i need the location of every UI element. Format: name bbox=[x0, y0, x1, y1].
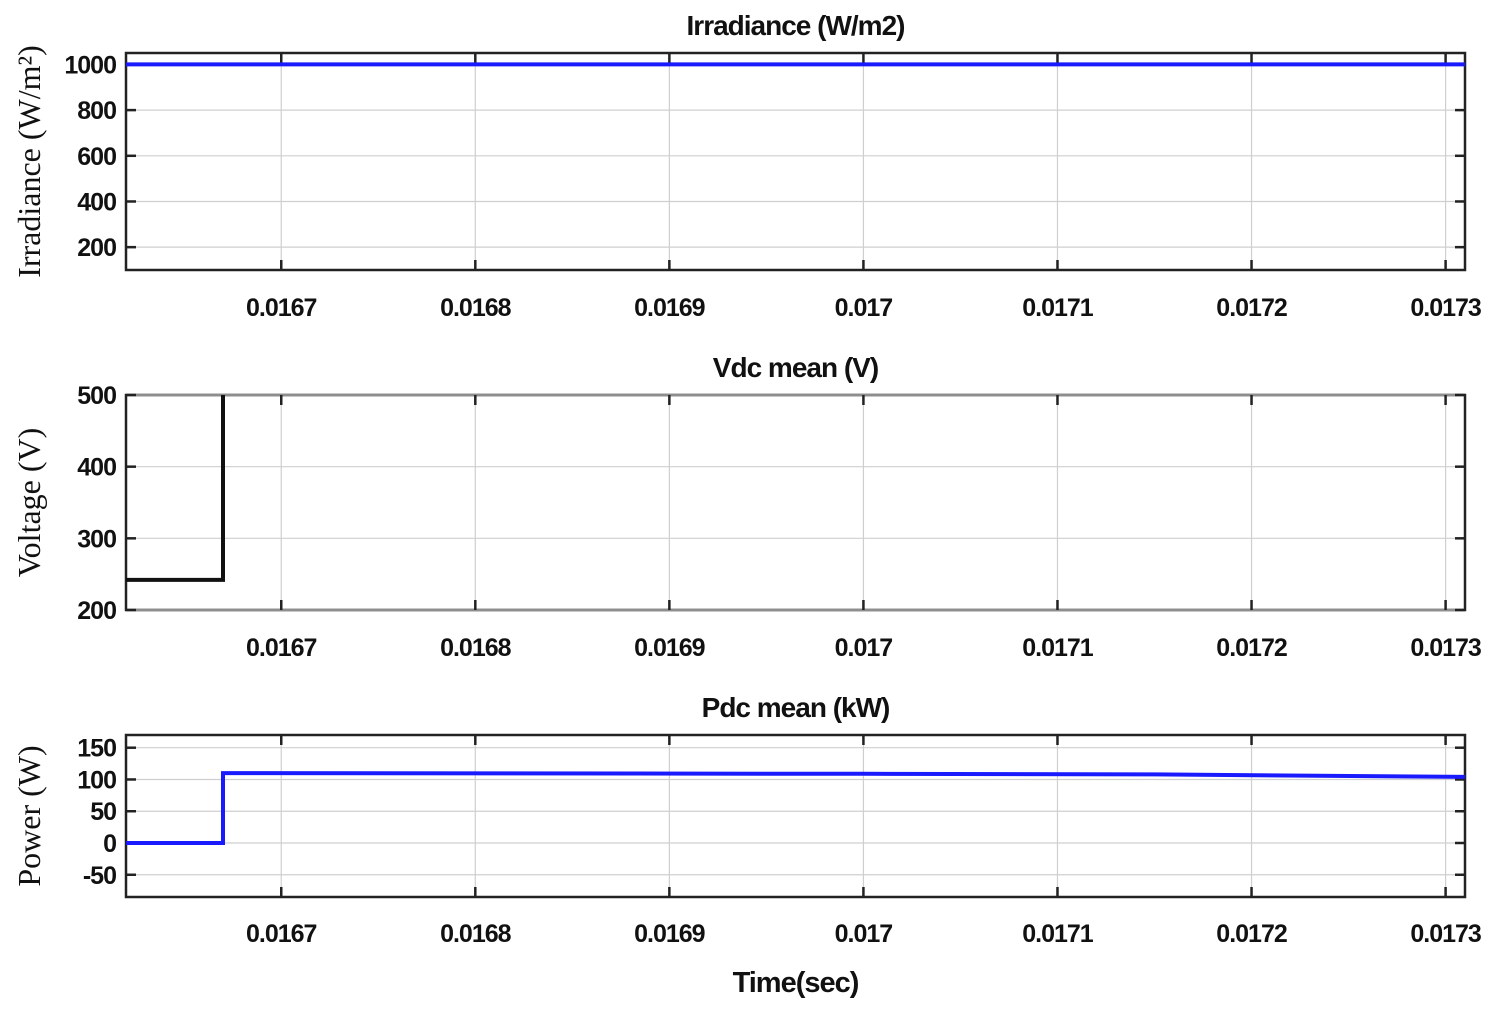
y-tick-label: 500 bbox=[77, 382, 116, 410]
x-tick-label: 0.0172 bbox=[1216, 294, 1287, 322]
y-tick-label: 0 bbox=[103, 830, 116, 858]
x-tick-label: 0.0171 bbox=[1022, 634, 1094, 662]
chart-panel-1: Irradiance (W/m2) 0.0167 0.0168 0.0169 0.017… bbox=[11, 10, 1482, 322]
chart-title: Vdc mean (V) bbox=[713, 352, 878, 383]
y-tick-label: 400 bbox=[77, 188, 116, 216]
chart-title: Irradiance (W/m2) bbox=[687, 10, 905, 41]
x-tick-label: 0.0172 bbox=[1216, 920, 1287, 948]
x-tick-label: 0.0167 bbox=[246, 294, 317, 322]
y-tick-label: 1000 bbox=[64, 51, 116, 79]
x-tick-label: 0.0167 bbox=[246, 634, 317, 662]
y-axis-label: Power (W) bbox=[11, 745, 47, 886]
y-tick-label: 200 bbox=[77, 234, 116, 262]
x-tick-label: 0.0167 bbox=[246, 920, 317, 948]
x-tick-label: 0.0171 bbox=[1022, 294, 1094, 322]
x-tick-label: 0.0168 bbox=[440, 920, 512, 948]
chart-panel-3: Pdc mean (kW) 0.0167 0.0168 0.0169 0.017 0.01… bbox=[11, 692, 1482, 999]
y-tick-label: 100 bbox=[77, 766, 116, 794]
y-axis-label: Irradiance (W/m²) bbox=[11, 45, 47, 278]
y-tick-label: -50 bbox=[83, 862, 116, 890]
y-tick-label: 600 bbox=[77, 143, 116, 171]
y-tick-label: 50 bbox=[90, 798, 116, 826]
x-tick-label: 0.0173 bbox=[1410, 920, 1481, 948]
chart-panel-2: Vdc mean (V) 0.0167 0.0168 0.0169 0.017 0.017… bbox=[11, 352, 1482, 662]
x-tick-label: 0.017 bbox=[835, 634, 893, 662]
y-tick-label: 150 bbox=[77, 735, 116, 763]
plot-frame bbox=[124, 51, 1467, 272]
x-tick-label: 0.0169 bbox=[634, 294, 705, 322]
x-tick-label: 0.0168 bbox=[440, 634, 512, 662]
x-tick-label: 0.0168 bbox=[440, 294, 512, 322]
y-tick-label: 800 bbox=[77, 97, 116, 125]
x-tick-label: 0.0169 bbox=[634, 920, 705, 948]
y-tick-label: 400 bbox=[77, 454, 116, 482]
chart-title: Pdc mean (kW) bbox=[702, 692, 890, 723]
x-tick-label: 0.017 bbox=[835, 294, 893, 322]
x-tick-label: 0.0171 bbox=[1022, 920, 1094, 948]
series-line-1 bbox=[126, 771, 1466, 845]
x-tick-label: 0.0172 bbox=[1216, 634, 1287, 662]
y-tick-label: 200 bbox=[77, 597, 116, 625]
x-tick-label: 0.0173 bbox=[1410, 634, 1481, 662]
series-line-1 bbox=[126, 395, 225, 582]
x-tick-label: 0.0169 bbox=[634, 634, 705, 662]
y-tick-label: 300 bbox=[77, 525, 116, 553]
x-tick-label: 0.017 bbox=[835, 920, 893, 948]
plot-frame bbox=[124, 393, 1467, 612]
x-axis-label: Time(sec) bbox=[733, 967, 859, 999]
y-axis-label: Voltage (V) bbox=[11, 428, 47, 578]
plot-frame bbox=[124, 733, 1467, 899]
x-tick-label: 0.0173 bbox=[1410, 294, 1481, 322]
